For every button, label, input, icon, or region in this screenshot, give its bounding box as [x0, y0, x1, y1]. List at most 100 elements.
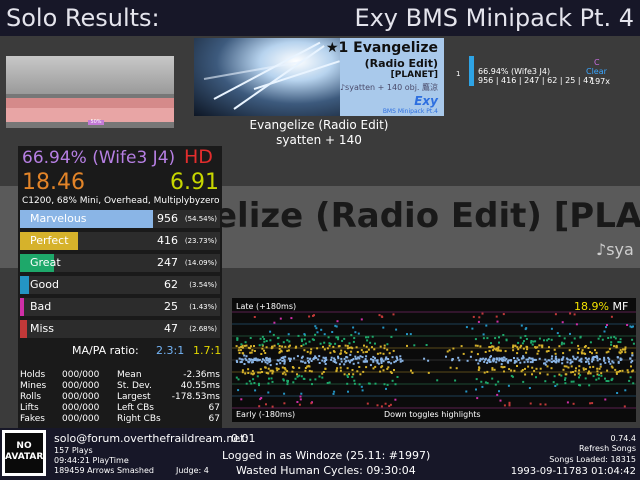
offset-point-perfect [340, 349, 343, 352]
offset-point-marvelous [284, 355, 287, 358]
offset-point-perfect [589, 366, 592, 369]
offset-point-great [235, 376, 238, 379]
offset-point-marvelous [324, 363, 327, 365]
offset-point-miss [539, 403, 542, 406]
offset-point-perfect [565, 365, 568, 368]
offset-point-great [314, 378, 317, 381]
offset-point-marvelous [254, 359, 257, 361]
offset-point-marvelous [258, 359, 260, 362]
offset-point-bad [296, 401, 299, 403]
offset-point-perfect [495, 347, 498, 350]
offset-point-perfect [497, 346, 500, 349]
offset-point-perfect [620, 350, 623, 353]
offset-point-marvelous [555, 361, 558, 364]
offset-point-miss [478, 316, 481, 319]
offset-point-great [486, 382, 489, 385]
offset-point-perfect [615, 371, 618, 374]
offset-point-marvelous [477, 362, 480, 365]
offset-point-perfect [322, 345, 324, 348]
offset-point-perfect [358, 366, 361, 368]
avatar[interactable]: NO AVATAR [2, 430, 46, 476]
offset-point-perfect [446, 350, 449, 353]
offset-point-perfect [276, 369, 279, 372]
offset-point-marvelous [451, 359, 454, 362]
score-percent: 66.94% (Wife3 J4) [22, 148, 176, 168]
offset-point-great [268, 377, 270, 380]
offset-point-marvelous [238, 357, 241, 360]
offset-point-marvelous [513, 357, 515, 359]
offset-point-marvelous [301, 355, 304, 358]
offset-point-good [283, 392, 286, 395]
songs-loaded: Songs Loaded: 18315 [549, 455, 636, 464]
offset-point-perfect [277, 367, 280, 370]
song-banner[interactable]: ★1 Evangelize (Radio Edit) [PLANET] ♪sya… [194, 38, 444, 116]
judgment-bar [20, 232, 78, 250]
offset-point-miss [508, 404, 511, 407]
offset-point-marvelous [466, 359, 469, 362]
offset-point-great [498, 336, 500, 339]
offset-point-great [351, 375, 354, 378]
stat-label: Mines [20, 381, 47, 391]
offset-point-marvelous [374, 357, 376, 360]
offset-point-marvelous [267, 357, 270, 360]
offset-point-perfect [570, 371, 573, 374]
offset-point-great [258, 384, 260, 387]
offset-point-perfect [343, 373, 346, 376]
offset-point-marvelous [395, 355, 398, 358]
offset-point-bad [496, 320, 499, 323]
offset-point-marvelous [475, 359, 478, 362]
offset-point-great [287, 380, 289, 382]
offset-point-great [564, 382, 567, 385]
offset-point-perfect [615, 346, 618, 349]
offset-point-marvelous [365, 360, 368, 363]
offset-point-marvelous [544, 358, 547, 361]
offset-plot[interactable]: Late (+180ms) Early (-180ms) 18.9% MF Do… [232, 298, 636, 422]
offset-point-good [528, 387, 531, 389]
offset-point-marvelous [530, 357, 533, 360]
offset-point-great [261, 335, 264, 338]
offset-point-marvelous [514, 359, 517, 362]
offset-point-marvelous [384, 358, 387, 361]
mini-score-value: 66.94% (Wife3 J4) [478, 67, 551, 76]
offset-point-great [348, 342, 351, 345]
offset-point-marvelous [565, 357, 568, 360]
offset-point-perfect [522, 347, 525, 350]
offset-point-good [471, 327, 474, 330]
offset-point-perfect [365, 366, 368, 369]
offset-point-perfect [483, 371, 486, 374]
offset-point-good [354, 331, 357, 334]
score-grade: HD [184, 146, 213, 168]
offset-point-perfect [289, 344, 291, 347]
offset-point-marvelous [265, 356, 268, 359]
offset-point-great [277, 336, 280, 339]
offset-point-perfect [247, 368, 250, 371]
offset-point-great [383, 383, 386, 386]
offset-point-perfect [267, 372, 270, 375]
offset-point-miss [310, 402, 313, 405]
offset-point-perfect [546, 365, 549, 368]
offset-point-marvelous [529, 361, 532, 364]
offset-point-great [249, 337, 252, 339]
offset-point-great [256, 375, 259, 378]
offset-point-marvelous [515, 360, 518, 363]
offset-point-perfect [570, 365, 573, 368]
offset-point-marvelous [501, 357, 504, 360]
offset-point-perfect [477, 369, 480, 371]
refresh-songs-button[interactable]: Refresh Songs [578, 444, 636, 453]
offset-point-perfect [329, 351, 332, 354]
offset-point-marvelous [289, 357, 292, 360]
offset-point-good [481, 385, 484, 388]
offset-point-perfect [577, 344, 580, 347]
judgment-bar [20, 320, 27, 338]
stat-value: -178.53ms [171, 392, 220, 402]
offset-point-marvelous [607, 356, 610, 359]
offset-point-great [258, 344, 261, 347]
offset-point-perfect [558, 345, 561, 348]
offset-point-perfect [351, 347, 354, 350]
offset-point-perfect [567, 366, 570, 369]
judgment-name: Good [30, 278, 59, 291]
offset-point-perfect [238, 346, 241, 349]
offset-point-perfect [536, 346, 539, 349]
offset-point-great [490, 342, 492, 345]
offset-point-marvelous [369, 364, 372, 367]
